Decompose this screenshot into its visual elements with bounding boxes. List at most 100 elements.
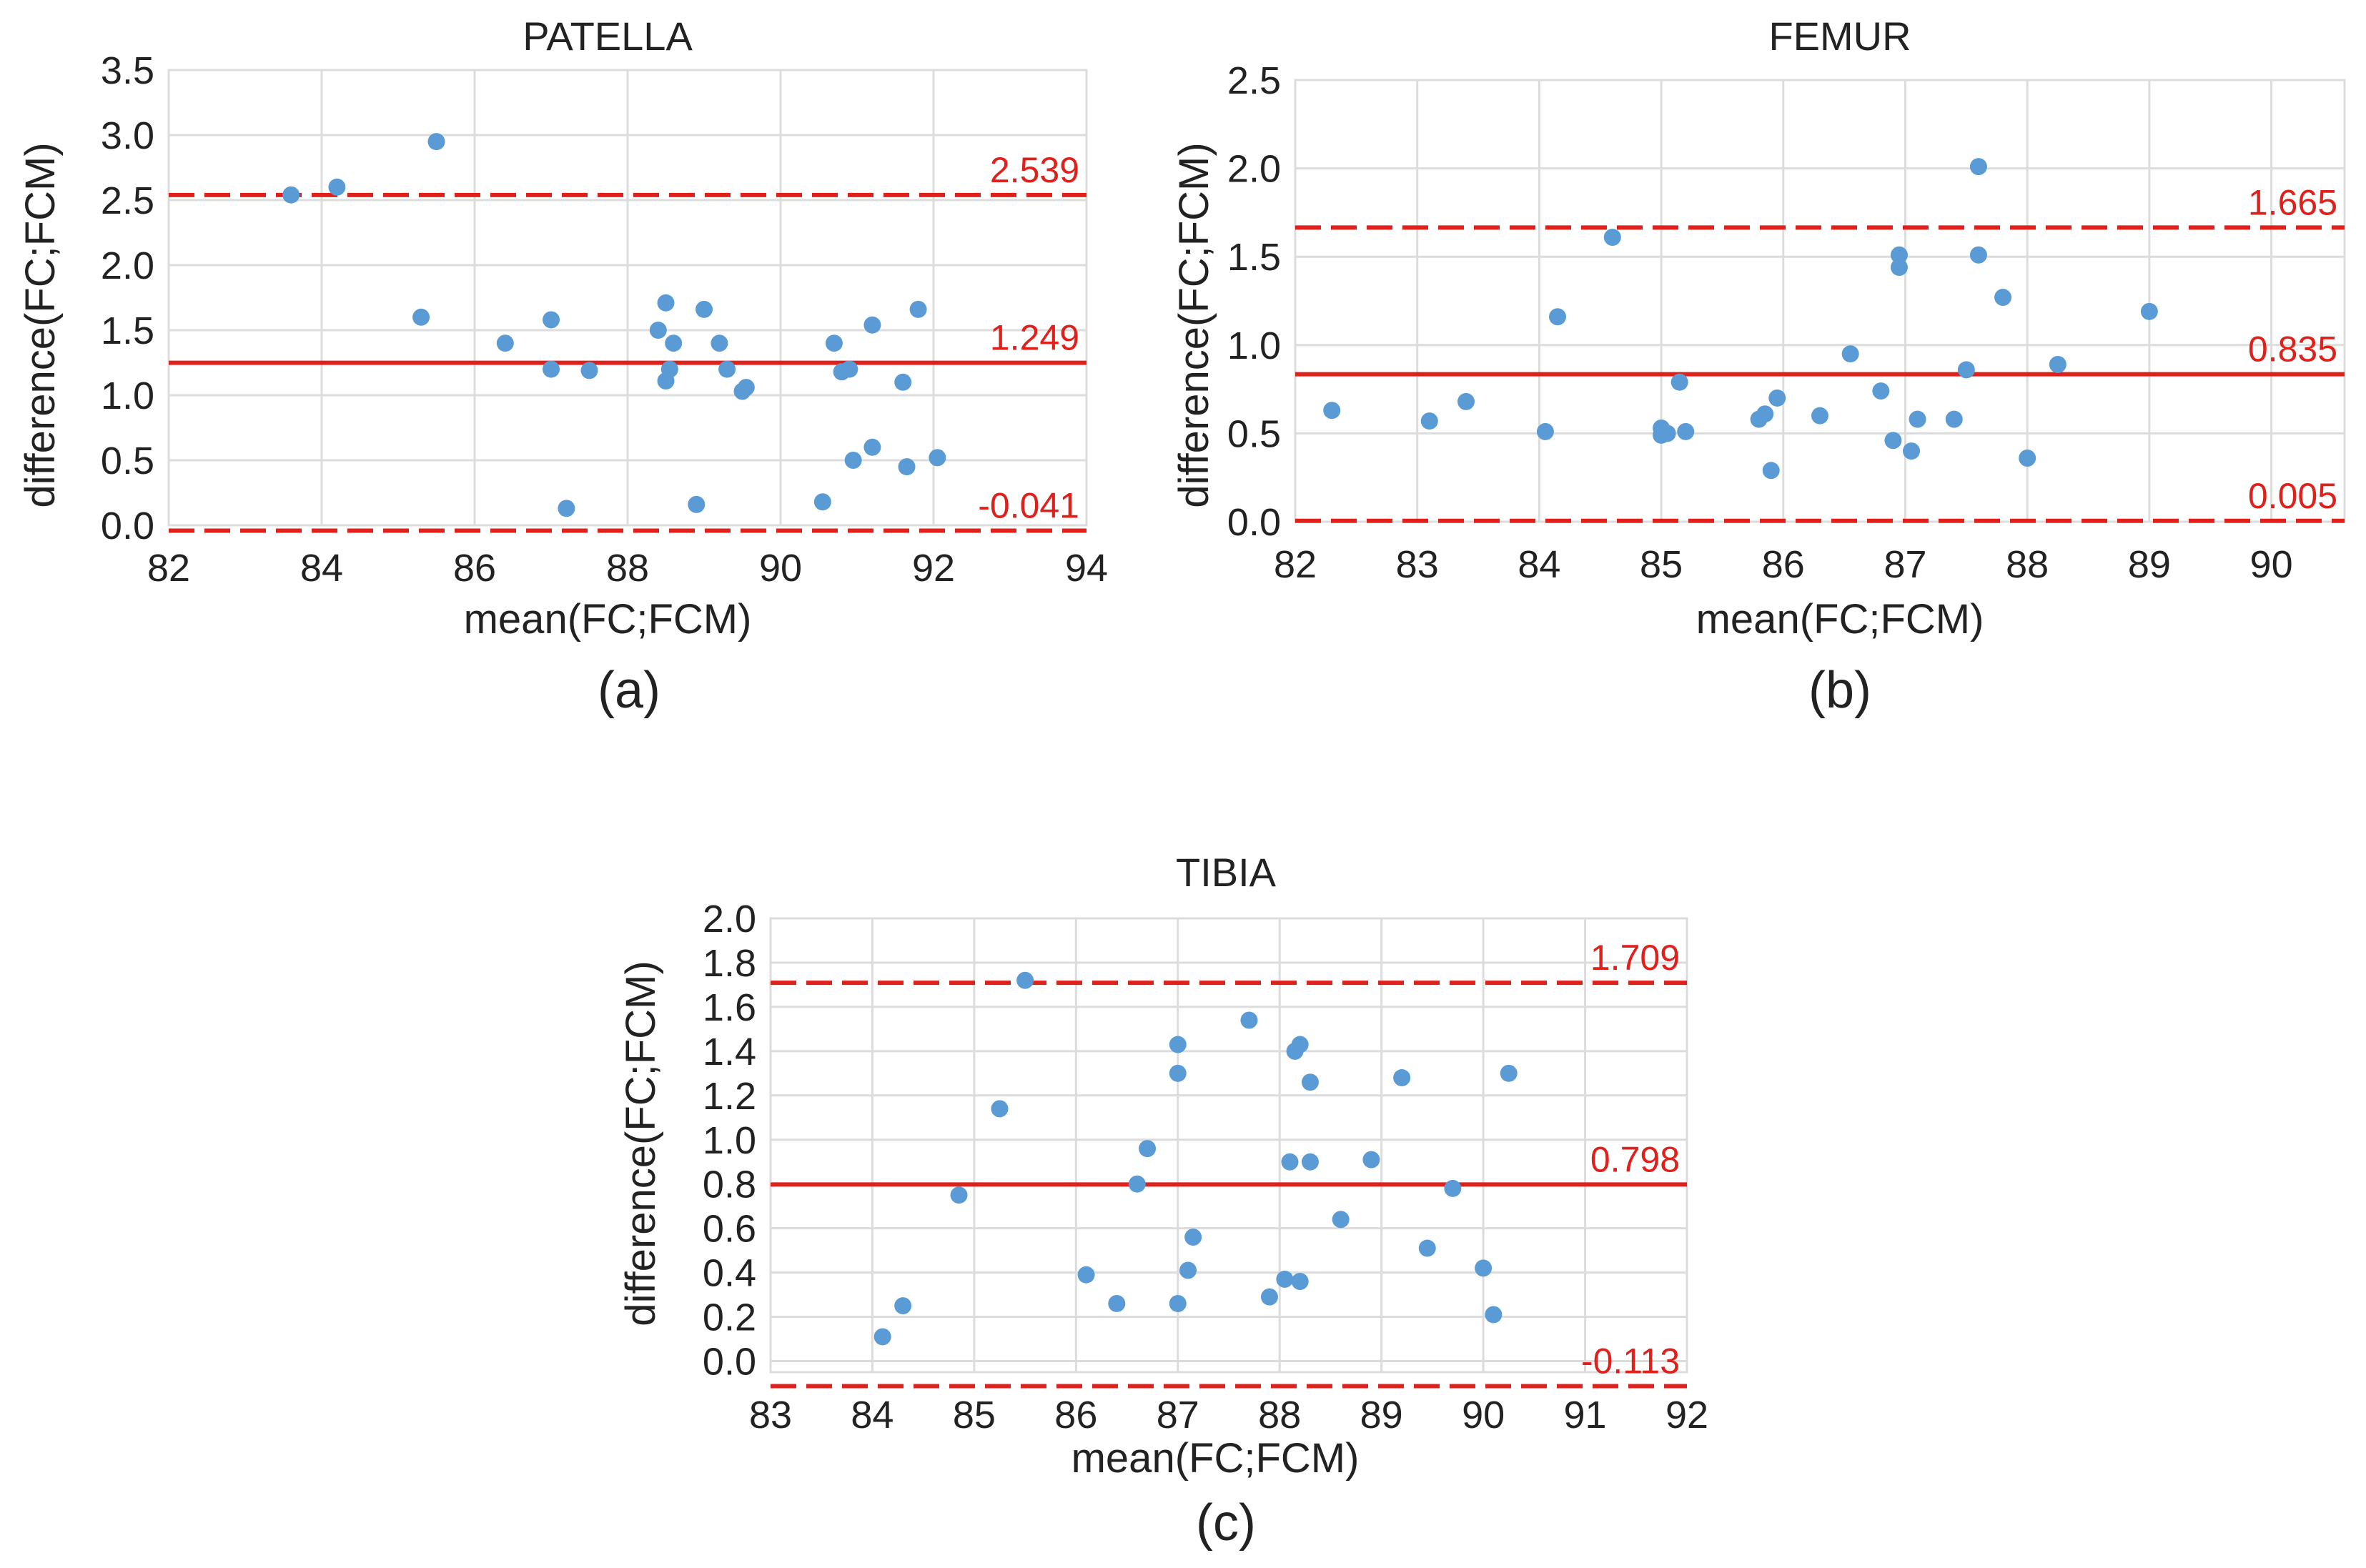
x-tick-label: 92 xyxy=(912,547,955,590)
chart-title-femur: FEMUR xyxy=(1768,14,1911,59)
data-point-femur xyxy=(1884,432,1902,450)
data-point-tibia xyxy=(1240,1011,1258,1029)
x-tick-label: 91 xyxy=(1564,1394,1607,1436)
x-tick-label: 90 xyxy=(1462,1394,1505,1436)
chart-title-patella: PATELLA xyxy=(523,14,693,59)
x-tick-label: 84 xyxy=(1518,543,1560,586)
x-tick-label: 88 xyxy=(1258,1394,1301,1436)
x-tick-label: 92 xyxy=(1665,1394,1708,1436)
data-point-patella xyxy=(844,452,862,469)
x-tick-label: 82 xyxy=(147,547,190,590)
data-point-patella xyxy=(427,133,445,151)
data-point-tibia xyxy=(1169,1036,1187,1053)
reference-line-label: 2.539 xyxy=(990,150,1079,190)
chart-panel-patella: 2.539 1.249 -0.041 82 84 86 88 90 92 94 0.0 0.5 1.… xyxy=(17,14,1108,719)
y-tick-label: 3.5 xyxy=(101,49,154,92)
x-tick-label: 90 xyxy=(2250,543,2293,586)
x-tick-label: 85 xyxy=(953,1394,996,1436)
data-point-tibia xyxy=(1184,1229,1202,1246)
data-point-femur xyxy=(1890,259,1908,277)
chart-panel-tibia: 1.709 0.798 -0.113 83 84 85 86 87 88 89 90 91 92 0.… xyxy=(618,850,1708,1552)
data-point-patella xyxy=(282,186,300,204)
y-tick-label: 1.8 xyxy=(703,942,756,985)
y-tick-label: 2.5 xyxy=(101,179,154,222)
data-point-femur xyxy=(1420,412,1438,430)
data-point-tibia xyxy=(1301,1153,1319,1171)
data-point-tibia xyxy=(1139,1140,1157,1158)
data-point-femur xyxy=(1945,410,1963,428)
plot-frame xyxy=(769,917,1688,1374)
data-point-tibia xyxy=(1418,1239,1436,1257)
data-point-femur xyxy=(1677,422,1695,440)
data-point-tibia xyxy=(1475,1259,1493,1277)
data-point-patella xyxy=(580,362,598,379)
data-point-patella xyxy=(696,300,713,318)
data-point-femur xyxy=(1872,382,1890,400)
data-point-femur xyxy=(1969,246,1987,264)
x-axis-label-patella: mean(FC;FCM) xyxy=(464,596,752,642)
x-tick-label: 89 xyxy=(1360,1394,1403,1436)
x-tick-label: 87 xyxy=(1157,1394,1199,1436)
data-point-femur xyxy=(1811,407,1828,425)
y-tick-label: 1.0 xyxy=(703,1119,756,1162)
x-tick-label: 84 xyxy=(300,547,343,590)
data-point-tibia xyxy=(1291,1273,1309,1290)
x-tick-label: 86 xyxy=(1762,543,1805,586)
data-point-femur xyxy=(1969,158,1987,176)
data-point-tibia xyxy=(1108,1294,1126,1312)
panel-label-a: (a) xyxy=(598,662,660,719)
y-tick-label: 1.5 xyxy=(101,309,154,352)
data-point-tibia xyxy=(950,1186,968,1204)
data-point-femur xyxy=(1756,405,1774,423)
reference-line-label: 0.835 xyxy=(2248,329,2337,369)
data-point-tibia xyxy=(1362,1151,1380,1168)
data-point-patella xyxy=(688,495,706,513)
y-tick-label: 2.0 xyxy=(703,898,756,941)
y-tick-label: 2.5 xyxy=(1227,59,1281,102)
x-tick-label: 86 xyxy=(453,547,496,590)
x-tick-label: 82 xyxy=(1274,543,1317,586)
y-tick-label: 0.0 xyxy=(703,1341,756,1384)
x-tick-label: 87 xyxy=(1884,543,1926,586)
data-point-patella xyxy=(894,373,912,391)
data-point-tibia xyxy=(1260,1288,1278,1306)
reference-line-label: 0.798 xyxy=(1590,1139,1680,1179)
x-tick-label: 86 xyxy=(1054,1394,1097,1436)
data-point-patella xyxy=(929,449,946,467)
data-point-patella xyxy=(657,294,675,312)
data-point-tibia xyxy=(1332,1211,1350,1229)
data-point-patella xyxy=(813,493,831,511)
data-point-tibia xyxy=(1169,1294,1187,1312)
data-point-femur xyxy=(1536,422,1554,440)
x-tick-label: 88 xyxy=(2006,543,2049,586)
data-point-tibia xyxy=(1500,1064,1518,1082)
y-axis-label-tibia: difference(FC;FCM) xyxy=(618,961,664,1326)
data-point-tibia xyxy=(873,1328,891,1346)
data-point-patella xyxy=(898,458,916,476)
y-tick-label: 0.5 xyxy=(1227,412,1281,455)
y-tick-label: 0.2 xyxy=(703,1296,756,1339)
chart-title-tibia: TIBIA xyxy=(1176,850,1277,895)
y-tick-label: 0.6 xyxy=(703,1208,756,1251)
plot-frame xyxy=(167,69,1088,527)
data-point-patella xyxy=(657,372,675,389)
x-tick-label: 88 xyxy=(606,547,649,590)
data-point-patella xyxy=(412,308,430,326)
reference-line-label: -0.113 xyxy=(1581,1341,1680,1381)
data-point-tibia xyxy=(1301,1073,1319,1091)
y-tick-label: 0.4 xyxy=(703,1252,756,1295)
data-point-femur xyxy=(1890,246,1908,264)
data-point-patella xyxy=(328,178,346,196)
x-tick-label: 89 xyxy=(2128,543,2171,586)
data-point-femur xyxy=(2019,450,2036,467)
x-tick-label: 85 xyxy=(1640,543,1683,586)
y-tick-label: 3.0 xyxy=(101,114,154,157)
y-tick-label: 2.0 xyxy=(1227,148,1281,191)
data-point-patella xyxy=(863,438,881,456)
y-tick-label: 1.0 xyxy=(1227,324,1281,367)
data-point-patella xyxy=(909,300,927,318)
data-point-patella xyxy=(543,360,560,378)
y-tick-label: 1.2 xyxy=(703,1075,756,1118)
data-point-patella xyxy=(543,311,560,329)
